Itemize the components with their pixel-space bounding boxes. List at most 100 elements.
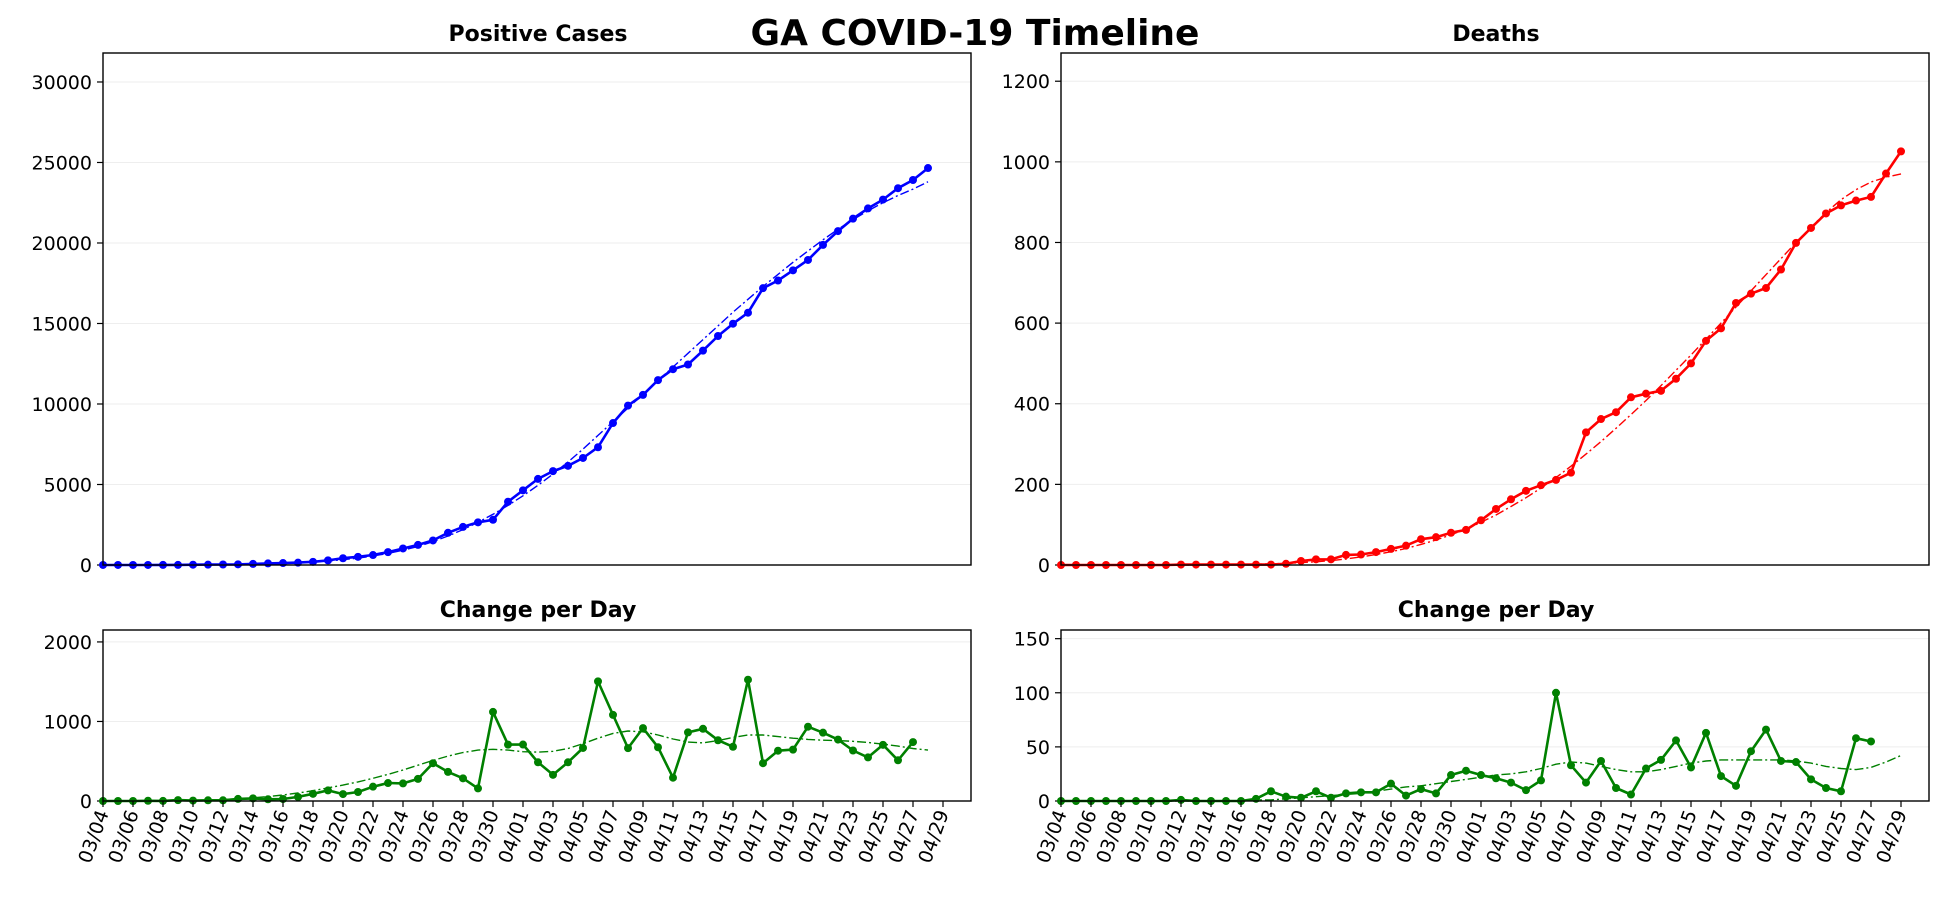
data-point (879, 195, 887, 204)
data-point (354, 552, 362, 561)
deaths-panel: Deaths 0 200 400 600 800 1000 1200 (1002, 22, 1930, 577)
data-point (729, 742, 737, 751)
data-point (1432, 789, 1440, 798)
trend-line (103, 181, 929, 566)
data-point (699, 724, 707, 733)
data-point (309, 789, 317, 798)
data-point (474, 784, 482, 793)
data-point (1477, 771, 1485, 780)
y-tick-label: 30000 (32, 72, 92, 94)
data-point (774, 746, 782, 755)
data-point (774, 276, 782, 285)
data-point (1462, 766, 1470, 775)
series-line (1061, 150, 1903, 567)
data-point (1522, 786, 1530, 795)
data-point (594, 677, 602, 686)
y-tick-label: 1000 (1002, 152, 1050, 174)
data-point (1267, 787, 1275, 796)
data-point (789, 266, 797, 275)
data-point (1717, 772, 1725, 781)
y-tick-label: 50 (1026, 737, 1050, 759)
data-point (1627, 790, 1635, 799)
data-point (639, 724, 647, 733)
data-point (1492, 774, 1500, 783)
data-point (819, 240, 827, 249)
y-tick-label: 800 (1014, 232, 1050, 254)
y-tick-label: 200 (1014, 474, 1050, 496)
data-point (1387, 779, 1395, 788)
data-point (924, 164, 932, 173)
data-point (1507, 778, 1515, 787)
data-point (1822, 784, 1830, 793)
trend-line (103, 730, 929, 802)
data-point (864, 753, 872, 762)
data-point (1657, 386, 1665, 395)
data-point (1837, 201, 1845, 210)
data-point (489, 707, 497, 716)
y-tick-label: 5000 (44, 474, 92, 496)
data-point (804, 722, 812, 731)
data-point (609, 419, 617, 428)
data-point (489, 515, 497, 524)
data-point (1342, 550, 1350, 559)
data-point (579, 453, 587, 462)
data-point (714, 332, 722, 341)
data-point (759, 759, 767, 768)
data-point (534, 758, 542, 767)
data-point (534, 474, 542, 483)
data-point (444, 767, 452, 776)
data-point (1522, 486, 1530, 495)
data-point (909, 175, 917, 184)
data-point (369, 782, 377, 791)
y-tick-label: 10000 (32, 394, 92, 416)
data-point (1672, 736, 1680, 745)
data-point (879, 740, 887, 749)
data-point (759, 284, 767, 293)
data-point (1732, 781, 1740, 790)
data-point (819, 728, 827, 737)
data-point (1897, 147, 1905, 156)
data-point (684, 728, 692, 737)
deaths-change-title: Change per Day (1398, 598, 1595, 623)
plot-frame (1060, 52, 1930, 566)
data-point (1777, 265, 1785, 274)
data-point (1447, 771, 1455, 780)
data-point (414, 774, 422, 783)
data-point (1747, 289, 1755, 298)
data-point (399, 544, 407, 553)
data-point (549, 770, 557, 779)
data-point (1372, 548, 1380, 557)
data-point (1792, 758, 1800, 767)
data-point (444, 528, 452, 537)
positive-cases-panel: Positive Cases 0 5000 10000 15000 20000 25000… (32, 22, 972, 577)
data-point (1477, 516, 1485, 525)
data-point (369, 551, 377, 560)
data-point (1297, 556, 1305, 565)
data-point (1417, 785, 1425, 794)
data-point (1852, 734, 1860, 743)
data-point (1762, 725, 1770, 734)
data-point (1552, 475, 1560, 484)
data-point (894, 756, 902, 765)
data-point (579, 743, 587, 752)
y-tick-label: 0 (80, 791, 92, 813)
data-point (564, 758, 572, 767)
data-point (1642, 389, 1650, 398)
figure-title: GA COVID-19 Timeline (751, 13, 1200, 54)
data-point (789, 745, 797, 754)
data-point (864, 204, 872, 213)
data-point (1777, 756, 1785, 765)
data-point (1852, 196, 1860, 205)
data-point (1687, 359, 1695, 368)
data-point (834, 735, 842, 744)
data-point (1882, 169, 1890, 178)
data-point (1597, 756, 1605, 765)
data-point (699, 346, 707, 355)
data-point (519, 740, 527, 749)
y-tick-label: 150 (1014, 629, 1050, 651)
data-point (894, 184, 902, 193)
data-point (519, 486, 527, 495)
data-point (1177, 795, 1185, 804)
data-point (744, 308, 752, 317)
